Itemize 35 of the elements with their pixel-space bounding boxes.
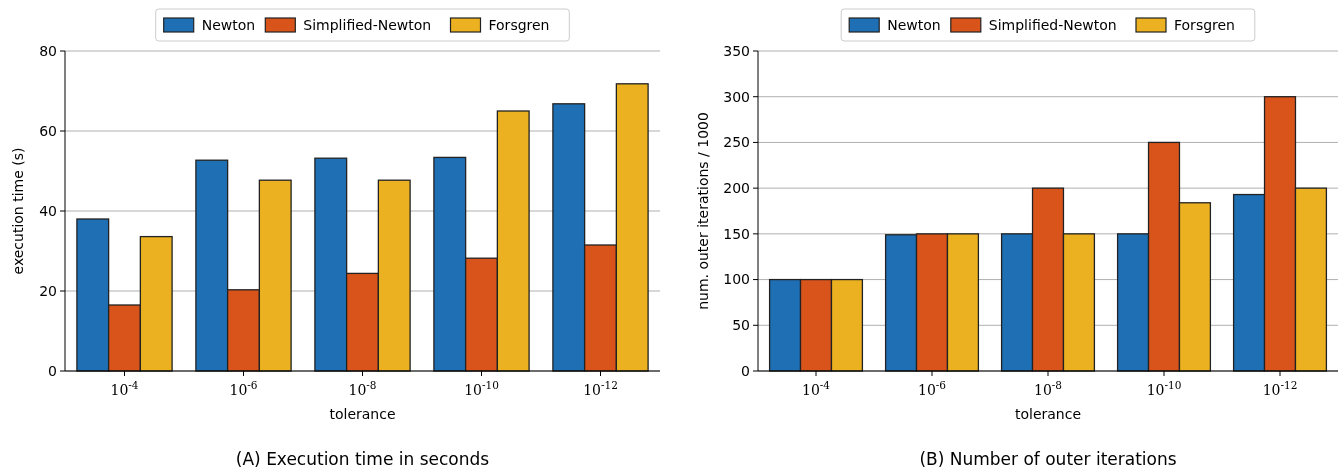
x-tick-label: 10$^{-12}$ (1262, 379, 1298, 398)
x-tick-label: 10$^{-4}$ (801, 379, 831, 398)
legend-label: Simplified-Newton (988, 16, 1117, 33)
x-axis-title: tolerance (329, 406, 396, 422)
y-axis-title: num. outer iterations / 1000 (695, 112, 711, 310)
text: (A) Execution time in seconds (235, 449, 490, 468)
legend-label: Simplified-Newton (303, 16, 432, 33)
y-tick-label: 80 (39, 42, 57, 59)
y-tick-label: 0 (741, 362, 750, 379)
y-tick-label: 40 (39, 202, 57, 219)
legend-label: Forsgren (488, 16, 550, 33)
x-tick-label: 10$^{-6}$ (917, 379, 947, 398)
x-tick-label: 10$^{-10}$ (1146, 379, 1182, 398)
text: (B) Number of outer iterations (919, 449, 1177, 468)
legend-label: Newton (887, 16, 941, 33)
y-tick-label: 200 (723, 180, 750, 197)
y-tick-label: 60 (39, 122, 57, 139)
x-tick-label: 10$^{-10}$ (464, 379, 499, 398)
legend-label: Forsgren (1174, 16, 1235, 33)
y-tick-label: 250 (723, 134, 750, 151)
x-tick-label: 10$^{-6}$ (229, 379, 258, 398)
y-tick-label: 350 (723, 42, 750, 59)
x-axis-title: tolerance (1014, 406, 1082, 422)
y-tick-label: 100 (723, 271, 750, 288)
y-tick-label: 50 (732, 317, 750, 334)
y-tick-label: 20 (39, 282, 57, 299)
x-tick-label: 10$^{-4}$ (110, 379, 139, 398)
x-tick-label: 10$^{-8}$ (1033, 379, 1063, 398)
y-tick-label: 0 (48, 362, 57, 379)
x-tick-label: 10$^{-12}$ (583, 379, 618, 398)
y-axis-title: execution time (s) (10, 147, 26, 275)
y-tick-label: 300 (723, 88, 750, 105)
legend-label: Newton (201, 16, 256, 33)
y-tick-label: 150 (723, 225, 750, 242)
x-tick-label: 10$^{-8}$ (348, 379, 377, 398)
